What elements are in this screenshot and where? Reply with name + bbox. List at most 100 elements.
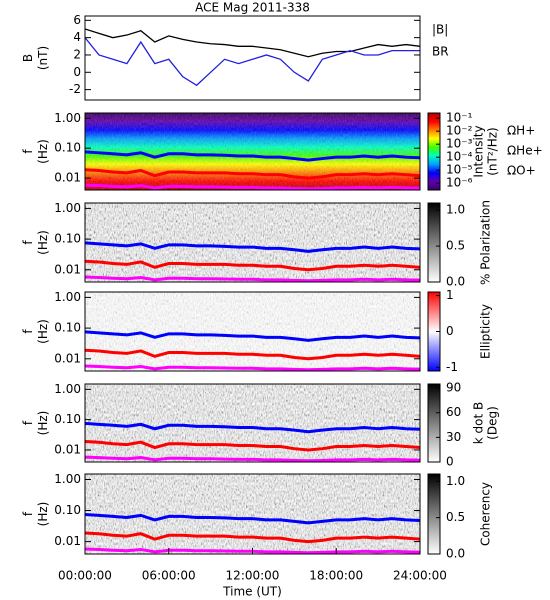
spectrogram-texture — [85, 384, 420, 462]
y-axis-label: (Hz) — [36, 139, 50, 164]
y-tick-label: 4 — [73, 30, 81, 44]
y-tick-label: 6 — [73, 13, 81, 27]
series-line — [85, 421, 420, 434]
y-tick-label: 0.10 — [54, 412, 81, 426]
series-line — [85, 364, 420, 371]
series-line — [85, 241, 420, 253]
colorbar-tick-label: 10⁻⁶ — [446, 176, 473, 190]
spectrogram-texture — [85, 292, 420, 371]
y-tick-label: 0 — [73, 65, 81, 79]
colorbar — [427, 112, 441, 191]
series-line — [85, 183, 420, 190]
y-axis-label: B — [21, 54, 35, 62]
series-line — [85, 37, 420, 87]
colorbar-tick-label: 10⁻³ — [446, 137, 473, 151]
colorbar-label: Intensity — [472, 125, 486, 177]
legend-label: ΩHe+ — [507, 144, 543, 158]
series-line — [85, 259, 420, 272]
panel — [85, 203, 420, 282]
y-tick-label: 0.01 — [54, 171, 81, 185]
chart-title: ACE Mag 2011-338 — [195, 1, 310, 15]
colorbar-tick-label: 90 — [446, 381, 461, 395]
panel — [85, 474, 420, 554]
y-tick-label: 0.10 — [54, 321, 81, 335]
series-line — [85, 275, 420, 282]
y-tick-label: 0.01 — [54, 262, 81, 276]
y-tick-label: 0.10 — [54, 503, 81, 517]
y-tick-label: 1.00 — [54, 382, 81, 396]
colorbar-label: % Polarization — [479, 200, 493, 285]
spectrogram-texture — [85, 203, 420, 282]
legend-label: ΩH+ — [507, 124, 535, 138]
colorbar-label: k dot B — [472, 402, 486, 444]
legend-label: ΩO+ — [507, 164, 536, 178]
colorbar-tick-label: 0.5 — [446, 239, 465, 253]
y-axis-label: f — [21, 240, 35, 245]
colorbar — [427, 473, 441, 555]
series-line — [85, 150, 420, 162]
colorbar-tick-label: 1.0 — [446, 474, 465, 488]
colorbar-label: Ellipticity — [479, 304, 493, 359]
y-tick-label: 0.10 — [54, 232, 81, 246]
panel — [85, 292, 420, 371]
legend-label: |B| — [432, 23, 448, 37]
colorbar-tick-label: 0 — [446, 324, 454, 338]
y-tick-label: 1.00 — [54, 111, 81, 125]
plot-frame — [84, 112, 421, 191]
colorbar — [427, 202, 441, 283]
series-line — [85, 348, 420, 361]
colorbar-tick-label: 0.0 — [446, 547, 465, 561]
colorbar-tick-label: 1.0 — [446, 203, 465, 217]
colorbar-tick-label: 0 — [446, 455, 454, 469]
x-tick-label: 00:00:00 — [58, 569, 112, 583]
y-axis-label: (Hz) — [36, 230, 50, 255]
x-tick-label: 06:00:00 — [142, 569, 196, 583]
colorbar-tick-label: 60 — [446, 405, 461, 419]
y-axis-label: (Hz) — [36, 411, 50, 436]
series-line — [85, 330, 420, 342]
x-tick-label: 18:00:00 — [309, 569, 363, 583]
x-tick-label: 24:00:00 — [393, 569, 447, 583]
y-tick-label: -2 — [69, 82, 81, 96]
y-tick-label: 0.10 — [54, 141, 81, 155]
y-tick-label: 0.01 — [54, 351, 81, 365]
colorbar — [427, 383, 441, 463]
spectrogram-texture — [85, 474, 420, 554]
colorbar-tick-label: 0.5 — [446, 510, 465, 524]
y-axis-label: (Hz) — [36, 502, 50, 527]
y-axis-label: f — [21, 511, 35, 516]
colorbar-label: (Deg) — [486, 406, 500, 440]
colorbar-label: (nT²/Hz) — [486, 127, 500, 175]
y-tick-label: 0.01 — [54, 534, 81, 548]
colorbar-label: Coherency — [479, 482, 493, 546]
x-axis-label: Time (UT) — [222, 585, 282, 599]
legend-label: BR — [432, 45, 449, 59]
series-line — [85, 531, 420, 544]
colorbar-tick-label: -1 — [446, 360, 458, 374]
panel — [85, 384, 420, 462]
series-line — [85, 455, 420, 462]
plot-frame — [84, 383, 421, 463]
colorbar-tick-label: 10⁻⁴ — [446, 150, 473, 164]
colorbar-tick-label: 10⁻¹ — [446, 111, 473, 125]
panel — [85, 113, 420, 190]
y-tick-label: 1.00 — [54, 290, 81, 304]
colorbar-tick-label: 0.0 — [446, 275, 465, 289]
y-tick-label: 0.01 — [54, 442, 81, 456]
y-tick-label: 1.00 — [54, 201, 81, 215]
spectrogram-texture — [85, 113, 420, 190]
plot-frame — [84, 202, 421, 283]
colorbar-tick-label: 10⁻² — [446, 124, 473, 138]
y-axis-label: f — [21, 420, 35, 425]
colorbar-tick-label: 30 — [446, 430, 461, 444]
colorbar-tick-label: 10⁻⁵ — [446, 163, 473, 177]
plot-frame — [84, 291, 421, 372]
series-line — [85, 28, 420, 58]
y-axis-label: (nT) — [36, 46, 50, 70]
panel — [85, 28, 420, 87]
y-axis-label: f — [21, 149, 35, 154]
series-line — [85, 512, 420, 525]
y-axis-label: f — [21, 329, 35, 334]
y-axis-label: (Hz) — [36, 319, 50, 344]
